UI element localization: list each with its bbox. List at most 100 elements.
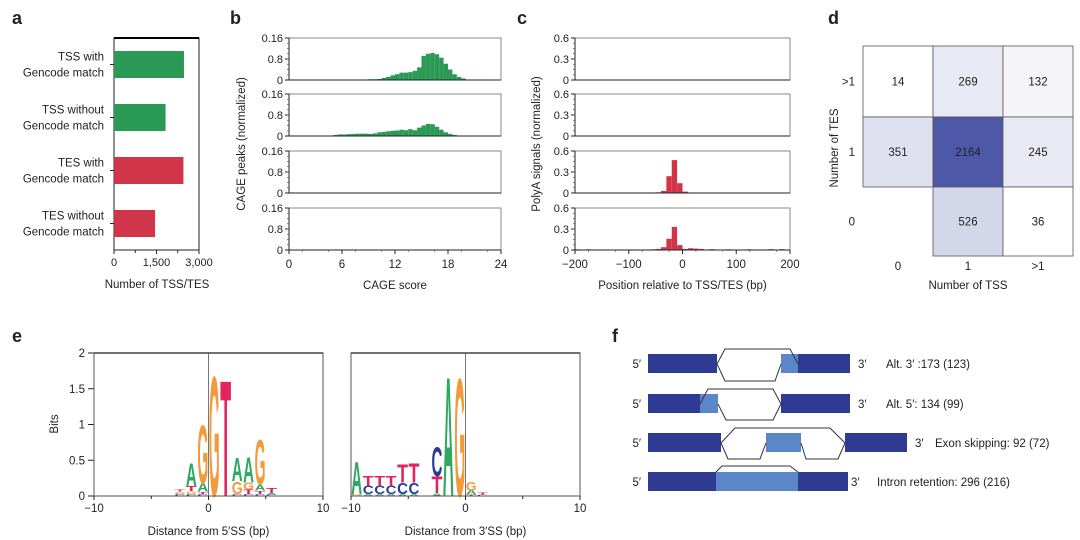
bar xyxy=(114,104,166,131)
five-prime-label: 5′ xyxy=(632,359,641,371)
y-axis-label: Bits xyxy=(49,414,61,433)
splice-junction xyxy=(699,388,782,405)
histogram-bar xyxy=(368,133,373,136)
five-prime-label: 5′ xyxy=(632,399,641,411)
splice-junction xyxy=(800,442,846,460)
panel-label-d: d xyxy=(828,8,839,28)
histogram-bar xyxy=(386,131,391,136)
three-prime-label: 3′ xyxy=(915,438,924,450)
x-category-label: 1 xyxy=(965,261,971,273)
event-label: Intron retention: 296 (216) xyxy=(877,477,1010,489)
cell-value: 132 xyxy=(1028,77,1047,89)
y-tick-label: 0.16 xyxy=(262,33,283,45)
three-prime-label: 3′ xyxy=(858,359,867,371)
histogram-bar xyxy=(434,126,440,136)
y-tick-label: 0 xyxy=(277,131,283,143)
logo-letter-G: G xyxy=(454,345,465,533)
y-axis-label: Number of TES xyxy=(829,108,841,187)
logo-letter-T: T xyxy=(374,472,385,488)
x-axis-label: CAGE score xyxy=(363,280,427,292)
exon xyxy=(781,394,850,413)
y-tick-label: 0 xyxy=(563,245,569,257)
y-tick-label: 0.6 xyxy=(554,89,569,101)
logo-letter-T: T xyxy=(477,492,489,495)
logo-letter-T: T xyxy=(386,472,397,488)
histogram-bar xyxy=(661,190,667,193)
heatmap-cell xyxy=(932,116,1004,188)
logo-letter-G: G xyxy=(466,479,477,493)
histogram-bar xyxy=(355,133,360,136)
logo-letter-C: C xyxy=(386,483,397,497)
histogram-bar xyxy=(671,160,678,193)
histogram-bar xyxy=(412,70,418,80)
y-tick-label: 2 xyxy=(79,348,85,360)
logo-letter-A: A xyxy=(386,493,398,496)
subplot-frame xyxy=(574,37,791,81)
y-tick-label: 0 xyxy=(563,75,569,87)
x-category-label: >1 xyxy=(1031,261,1044,273)
histogram-bar xyxy=(381,131,387,136)
logo-letter-C: C xyxy=(186,493,198,496)
splice-junction xyxy=(717,403,782,421)
logo-letter-A: A xyxy=(186,458,197,494)
histogram-bar xyxy=(439,57,444,80)
histogram-bar xyxy=(337,134,342,136)
histogram-bar xyxy=(342,134,347,136)
subplot-frame xyxy=(288,37,502,81)
heatmap-cell xyxy=(862,45,934,118)
category-label: TES with xyxy=(58,158,104,170)
logo-letter-C: C xyxy=(431,438,442,486)
alternative-segment xyxy=(716,472,798,491)
y-tick-label: 0 xyxy=(563,188,569,200)
histogram-bar xyxy=(377,78,382,80)
splice-junction xyxy=(715,465,799,473)
histogram-bar xyxy=(443,63,448,80)
histogram-bar xyxy=(661,247,667,250)
exon xyxy=(798,472,848,491)
panel-label-f: f xyxy=(612,326,619,346)
subplot-frame xyxy=(574,93,791,137)
histogram-bar xyxy=(677,245,683,250)
category-label: Gencode match xyxy=(23,68,104,80)
logo-letter-T: T xyxy=(243,489,254,496)
histogram-bar xyxy=(377,132,382,136)
splice-junction xyxy=(720,442,767,460)
logo-letter-C: C xyxy=(243,493,255,496)
histogram-bar xyxy=(399,129,404,136)
y-category-label: 0 xyxy=(849,217,855,229)
logo-letter-T: T xyxy=(174,489,186,492)
x-tick-label: 200 xyxy=(780,259,799,271)
logo-letter-T: T xyxy=(409,458,420,489)
event-label: Exon skipping: 92 (72) xyxy=(935,438,1050,450)
logo-letter-C: C xyxy=(363,483,374,497)
logo-letter-T: T xyxy=(255,490,267,495)
category-label: Gencode match xyxy=(23,121,104,133)
histogram-bar xyxy=(412,130,418,136)
splice-junction xyxy=(720,427,846,444)
panel-label-a: a xyxy=(12,8,23,28)
splicing-event xyxy=(648,388,850,421)
y-axis-label: CAGE peaks (normalized) xyxy=(236,77,248,211)
histogram-bar xyxy=(655,248,661,250)
logo-letter-C: C xyxy=(409,479,420,497)
x-tick-label: 100 xyxy=(727,259,746,271)
histogram-bar xyxy=(666,238,672,250)
heatmap-cell xyxy=(932,186,1004,257)
y-tick-label: 1.5 xyxy=(69,384,85,396)
y-tick-label: 0.6 xyxy=(554,33,569,45)
x-tick-label: 6 xyxy=(339,259,345,271)
logo-letter-C: C xyxy=(255,493,267,496)
histogram-bar xyxy=(448,133,453,136)
three-prime-label: 3′ xyxy=(858,399,867,411)
logo-letter-G: G xyxy=(351,493,362,496)
histogram-bar xyxy=(417,127,422,136)
category-label: Gencode match xyxy=(23,174,104,186)
x-axis-label: Distance from 5′SS (bp) xyxy=(148,526,270,538)
bar xyxy=(114,51,184,78)
x-tick-label: 24 xyxy=(495,259,508,271)
y-tick-label: 1 xyxy=(79,420,85,432)
five-prime-label: 5′ xyxy=(632,438,641,450)
logo-letter-T: T xyxy=(266,487,277,495)
x-tick-label: 10 xyxy=(574,503,587,515)
